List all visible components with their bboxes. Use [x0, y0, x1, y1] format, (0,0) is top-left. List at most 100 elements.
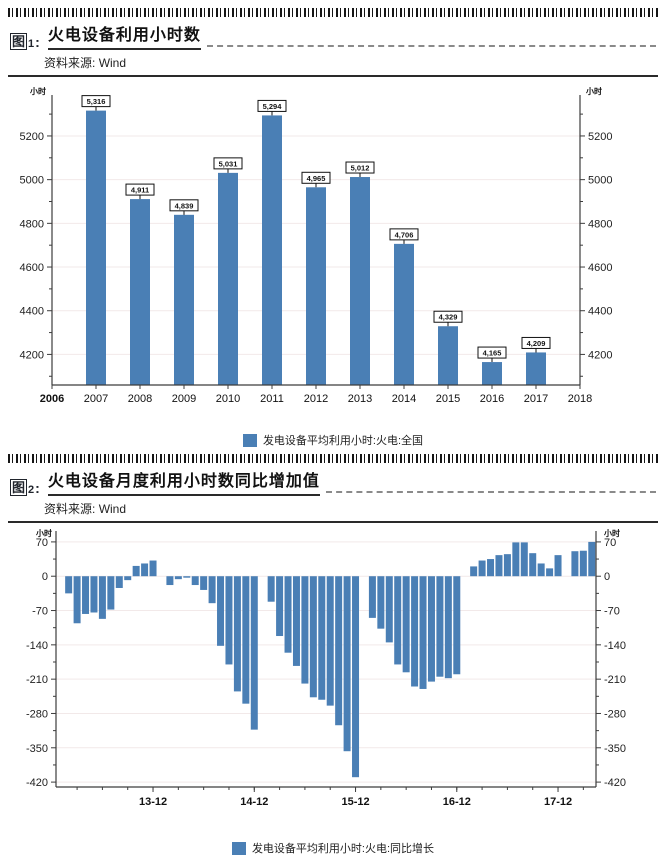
bar-13-04 — [82, 576, 90, 614]
svg-text:5,316: 5,316 — [87, 97, 106, 106]
source-label: 资料来源: — [44, 502, 96, 516]
legend-swatch — [231, 841, 246, 855]
bar-16-04 — [385, 576, 393, 643]
bar-16-08 — [419, 576, 427, 689]
svg-text:4600: 4600 — [20, 262, 44, 274]
svg-text:2008: 2008 — [128, 393, 152, 405]
bar-15-09 — [326, 576, 334, 706]
bar-17-06 — [503, 554, 511, 577]
bar-15-05 — [292, 576, 300, 666]
svg-text:5,294: 5,294 — [263, 102, 283, 111]
annual-bar-chart: 小时 小时 4200 4200 4400 4400 4600 4600 4800 4800 50… — [20, 86, 613, 405]
y-axis-unit-right: 小时 — [603, 528, 620, 538]
svg-text:0: 0 — [604, 571, 610, 583]
figure1-title: 火电设备利用小时数 — [47, 21, 201, 50]
svg-text:2014: 2014 — [392, 393, 416, 405]
svg-text:-420: -420 — [26, 777, 48, 789]
svg-text:-140: -140 — [604, 640, 626, 652]
bar-16-11 — [444, 576, 452, 679]
svg-text:4800: 4800 — [20, 218, 44, 230]
bar-15-04 — [284, 576, 292, 653]
svg-text:5000: 5000 — [588, 175, 612, 187]
bar-13-05 — [90, 576, 98, 613]
bar-2015 — [438, 326, 458, 385]
svg-text:4400: 4400 — [20, 306, 44, 318]
source-value: Wind — [98, 502, 127, 516]
bar-18-03 — [579, 550, 587, 577]
svg-text:4,911: 4,911 — [131, 186, 149, 195]
legend-label: 发电设备平均利用小时:火电:同比增长 — [251, 843, 435, 855]
bar-2012 — [306, 187, 326, 385]
svg-text:0: 0 — [42, 571, 48, 583]
figure-colon: : — [35, 34, 40, 50]
bar-13-11 — [141, 563, 149, 577]
bar-2007 — [86, 110, 106, 385]
bar-16-03 — [377, 576, 385, 629]
svg-text:2010: 2010 — [216, 393, 240, 405]
svg-text:4200: 4200 — [588, 349, 612, 361]
bar-2016 — [482, 362, 502, 385]
svg-text:-280: -280 — [604, 708, 626, 720]
svg-text:2011: 2011 — [260, 393, 284, 405]
svg-text:-350: -350 — [26, 743, 48, 755]
figure-glyph: 图 — [10, 479, 28, 496]
bar-17-10 — [537, 563, 545, 577]
bar-14-12 — [250, 576, 258, 730]
svg-text:2007: 2007 — [84, 393, 108, 405]
bar-13-06 — [98, 576, 106, 619]
svg-text:4,329: 4,329 — [439, 313, 458, 322]
svg-text:2017: 2017 — [524, 393, 548, 405]
monthly-bar-chart: 小时 小时 70 70 0 0 -70 -70 -140 -140 -210 -210 -280 -2… — [26, 528, 626, 808]
svg-text:4600: 4600 — [588, 262, 612, 274]
svg-text:-210: -210 — [604, 674, 626, 686]
bar-14-10 — [233, 576, 241, 692]
bar-16-12 — [453, 576, 461, 675]
svg-text:5000: 5000 — [20, 175, 44, 187]
svg-text:4200: 4200 — [20, 349, 44, 361]
bar-13-10 — [132, 565, 140, 577]
bar-2009 — [174, 214, 194, 385]
svg-text:-350: -350 — [604, 743, 626, 755]
bar-16-09 — [427, 576, 435, 682]
svg-text:5,031: 5,031 — [219, 159, 238, 168]
figure2-chart: 小时 小时 70 70 0 0 -70 -70 -140 -140 -210 -210 -280 -2… — [8, 525, 658, 856]
bar-15-12 — [352, 576, 360, 778]
bar-13-02 — [65, 576, 73, 594]
bar-17-05 — [495, 555, 503, 577]
bar-2010 — [218, 172, 238, 385]
source-value: Wind — [98, 56, 127, 70]
svg-text:4,965: 4,965 — [307, 174, 326, 183]
bar-15-08 — [318, 576, 326, 700]
bar-16-06 — [402, 576, 410, 673]
figure2-legend: 发电设备平均利用小时:火电:同比增长 — [8, 840, 658, 856]
bar-17-03 — [478, 560, 486, 577]
bar-17-04 — [487, 559, 495, 577]
bar-15-02 — [267, 576, 275, 602]
svg-text:4,209: 4,209 — [527, 339, 546, 348]
y-axis-unit-left: 小时 — [29, 86, 46, 96]
bar-2008 — [130, 199, 150, 385]
bar-14-03 — [174, 576, 182, 580]
legend-label: 发电设备平均利用小时:火电:全国 — [262, 435, 424, 447]
svg-text:70: 70 — [36, 537, 48, 549]
bar-17-07 — [512, 542, 520, 577]
bar-17-02 — [470, 566, 478, 577]
bar-16-05 — [394, 576, 402, 665]
barcode-stripe — [8, 8, 658, 17]
svg-text:4800: 4800 — [588, 218, 612, 230]
y-axis-unit-right: 小时 — [585, 86, 602, 96]
figure2-source: 资料来源: Wind — [8, 496, 658, 523]
bar-17-12 — [554, 555, 562, 577]
svg-text:4,839: 4,839 — [175, 201, 194, 210]
bar-14-05 — [191, 576, 199, 586]
svg-text:2013: 2013 — [348, 393, 372, 405]
svg-text:2016: 2016 — [480, 393, 504, 405]
bar-14-11 — [242, 576, 250, 704]
svg-text:15-12: 15-12 — [341, 796, 369, 808]
figure1-chart: 小时 小时 4200 4200 4400 4400 4600 4600 4800 4800 50… — [8, 79, 658, 448]
bar-15-10 — [335, 576, 343, 726]
